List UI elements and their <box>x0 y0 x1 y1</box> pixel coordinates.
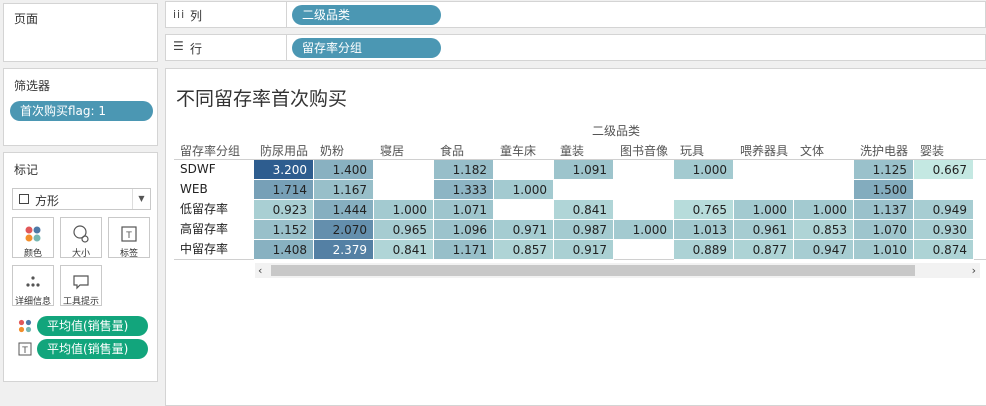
size-button-label: 大小 <box>71 249 90 259</box>
svg-text:T: T <box>21 346 28 356</box>
scroll-left-icon[interactable]: ‹ <box>258 264 263 277</box>
columns-shelf[interactable]: iii 列 二级品类 <box>165 1 986 28</box>
shelf-divider <box>286 2 287 27</box>
chevron-down-icon: ▼ <box>132 189 150 209</box>
horizontal-scrollbar[interactable]: ‹ › <box>255 263 980 278</box>
filters-title: 筛选器 <box>14 79 51 93</box>
filters-panel: 筛选器 首次购买flag: 1 <box>3 68 158 146</box>
mark-type-dropdown[interactable]: 方形 ▼ <box>12 188 151 210</box>
color-button[interactable]: 颜色 <box>12 217 54 259</box>
detail-button[interactable]: 详细信息 <box>12 265 54 307</box>
color-field-pill[interactable]: 平均值(销售量) <box>37 316 148 336</box>
label-button[interactable]: T 标签 <box>108 217 150 259</box>
text-field-pill[interactable]: 平均值(销售量) <box>37 339 148 359</box>
mark-field-color[interactable]: 平均值(销售量) <box>16 316 151 336</box>
detail-icon <box>26 276 40 287</box>
rows-shelf-label: 行 <box>190 42 203 56</box>
pages-title: 页面 <box>14 12 39 26</box>
scroll-right-icon[interactable]: › <box>971 264 976 277</box>
columns-icon: iii <box>173 8 186 21</box>
marks-panel: 标记 方形 ▼ 颜色 大小 T 标签 详细信息 <box>3 152 158 382</box>
svg-text:T: T <box>125 231 132 241</box>
marks-title: 标记 <box>14 163 39 177</box>
text-icon: T <box>18 342 32 356</box>
square-mark-icon <box>19 194 29 204</box>
rows-pill[interactable]: 留存率分组 <box>292 38 441 58</box>
tooltip-button[interactable]: 工具提示 <box>60 265 102 307</box>
mark-field-text[interactable]: T 平均值(销售量) <box>16 339 151 359</box>
color-dots-icon <box>18 319 32 333</box>
color-button-label: 颜色 <box>23 249 42 259</box>
pages-panel: 页面 <box>3 3 158 62</box>
view-title: 不同留存率首次购买 <box>176 88 348 110</box>
column-field-header: 二级品类 <box>592 124 641 138</box>
columns-pill[interactable]: 二级品类 <box>292 5 441 25</box>
row-field-header: 留存率分组 <box>180 144 241 158</box>
clipped-column-header <box>975 142 986 158</box>
tooltip-button-label: 工具提示 <box>62 297 99 307</box>
mark-type-value: 方形 <box>35 194 60 208</box>
color-icon <box>25 226 41 242</box>
shelf-divider <box>286 35 287 60</box>
rows-icon: ☰ <box>173 39 184 53</box>
filter-pill-first-purchase[interactable]: 首次购买flag: 1 <box>10 101 153 121</box>
label-button-label: 标签 <box>119 249 138 259</box>
tooltip-icon <box>73 275 89 290</box>
label-icon: T <box>121 226 137 242</box>
columns-shelf-label: 列 <box>190 9 203 23</box>
size-icon <box>73 225 89 243</box>
size-button[interactable]: 大小 <box>60 217 102 259</box>
detail-button-label: 详细信息 <box>14 297 51 307</box>
rows-shelf[interactable]: ☰ 行 留存率分组 <box>165 34 986 61</box>
scrollbar-thumb[interactable] <box>271 265 915 276</box>
view-panel <box>165 68 986 406</box>
